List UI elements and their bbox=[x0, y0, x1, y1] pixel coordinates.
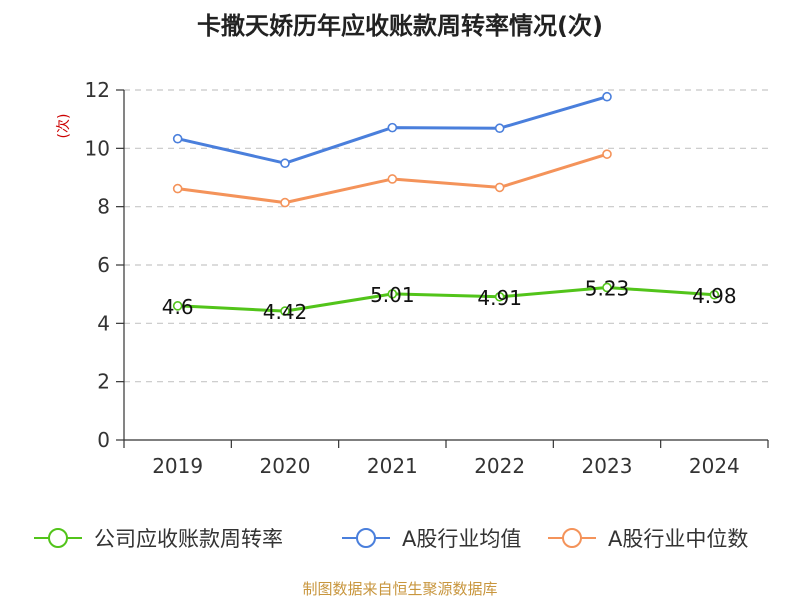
data-point bbox=[280, 197, 290, 208]
legend-label: A股行业均值 bbox=[402, 527, 521, 551]
axes: 0 2 4 6 8 10 12 2019 2020 2021 2022 2023 2024 bbox=[85, 78, 769, 478]
chart-title: 卡撒天娇历年应收账款周转率情况(次) bbox=[197, 12, 603, 40]
data-point bbox=[172, 301, 183, 311]
data-point bbox=[494, 123, 505, 134]
data-point bbox=[387, 174, 398, 184]
legend: 公司应收账款周转率 A股行业均值 A股行业中位数 bbox=[34, 527, 748, 551]
data-label: 5.01 bbox=[370, 283, 415, 307]
data-label: 4.91 bbox=[477, 286, 522, 310]
legend-item: A股行业均值 bbox=[342, 527, 521, 551]
data-point bbox=[602, 282, 612, 293]
y-tick-label: 2 bbox=[97, 370, 110, 394]
legend-marker bbox=[356, 528, 376, 548]
data-point bbox=[494, 182, 505, 193]
data-point bbox=[602, 91, 612, 102]
data-point bbox=[387, 122, 398, 133]
legend-marker bbox=[562, 528, 582, 548]
y-axis-label: (次) bbox=[56, 114, 72, 139]
data-point bbox=[494, 291, 505, 302]
grid-lines bbox=[124, 89, 768, 383]
y-tick-label: 10 bbox=[85, 136, 110, 160]
y-tick-label: 0 bbox=[97, 428, 110, 452]
data-point bbox=[602, 149, 612, 159]
data-point bbox=[280, 158, 290, 169]
x-tick-label: 2022 bbox=[474, 454, 525, 478]
legend-marker bbox=[48, 528, 68, 548]
legend-label: A股行业中位数 bbox=[608, 527, 748, 551]
x-tick-label: 2020 bbox=[260, 454, 311, 478]
source-note: 制图数据来自恒生聚源数据库 bbox=[302, 580, 498, 598]
data-point bbox=[280, 306, 290, 316]
series-layer bbox=[172, 91, 720, 316]
legend-item: A股行业中位数 bbox=[548, 527, 748, 551]
y-tick-label: 12 bbox=[85, 78, 110, 102]
legend-label: 公司应收账款周转率 bbox=[94, 527, 283, 551]
data-label: 4.42 bbox=[263, 300, 308, 324]
x-tick-label: 2024 bbox=[689, 454, 740, 478]
data-point bbox=[387, 289, 398, 299]
data-label: 4.6 bbox=[162, 295, 194, 319]
x-tick-label: 2023 bbox=[582, 454, 633, 478]
data-label: 4.98 bbox=[692, 284, 737, 308]
x-tick-label: 2019 bbox=[152, 454, 203, 478]
legend-item: 公司应收账款周转率 bbox=[34, 527, 283, 551]
data-point bbox=[172, 133, 183, 144]
y-tick-label: 8 bbox=[97, 195, 110, 219]
series-line bbox=[177, 286, 715, 313]
data-point bbox=[709, 289, 720, 300]
y-tick-label: 4 bbox=[97, 311, 110, 335]
y-tick-label: 6 bbox=[97, 253, 110, 277]
data-label: 5.23 bbox=[585, 276, 630, 300]
data-point bbox=[172, 183, 183, 194]
data-labels: 4.6 4.42 5.01 4.91 5.23 4.98 bbox=[162, 276, 737, 324]
x-tick-label: 2021 bbox=[367, 454, 418, 478]
